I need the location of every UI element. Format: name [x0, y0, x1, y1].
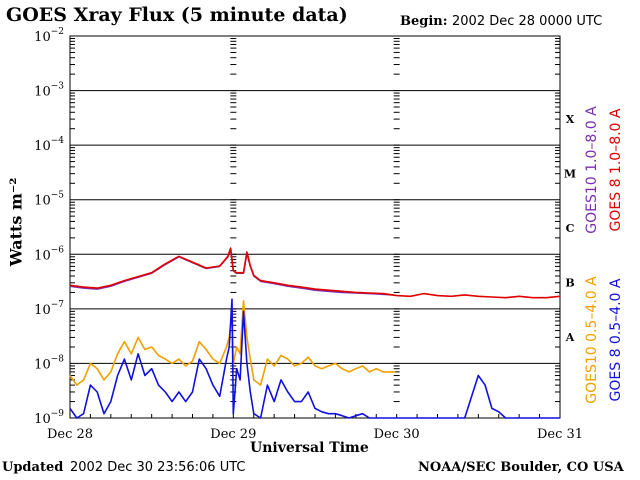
series-lines — [69, 247, 561, 419]
updated-label: Updated — [2, 460, 64, 475]
legend-entry: GOES 8 1.0–8.0 A — [608, 108, 624, 231]
credit-text: NOAA/SEC Boulder, CO USA — [418, 460, 624, 475]
series-line — [69, 298, 560, 419]
y-tick-label: 10−3 — [34, 82, 64, 100]
legend-entry: GOES10 1.0–8.0 A — [584, 106, 600, 234]
legend-entry: GOES 8 0.5–4.0 A — [608, 278, 624, 401]
y-tick-label: 10−6 — [34, 245, 64, 263]
y-tick-label: 10−9 — [34, 409, 64, 427]
series-line — [69, 247, 561, 299]
flare-class-label: X — [566, 113, 575, 126]
plot-area — [69, 35, 561, 419]
flare-class-label: M — [564, 167, 576, 180]
flare-class-label: B — [565, 277, 574, 290]
chart-title: GOES Xray Flux (5 minute data) — [6, 4, 348, 26]
x-tick-label: Dec 29 — [210, 427, 256, 442]
series-line — [69, 300, 396, 386]
flare-class-label: A — [565, 331, 575, 344]
y-tick-label: 10−5 — [34, 191, 64, 209]
y-tick-labels: 10−2 10−3 10−4 10−5 10−6 10−7 10−8 10−9 — [34, 27, 64, 427]
flare-class-labels: X M C B A — [564, 113, 576, 344]
x-tick-label: Dec 28 — [47, 427, 93, 442]
x-tick-label: Dec 30 — [374, 427, 420, 442]
y-tick-label: 10−2 — [34, 27, 64, 45]
grid-lines — [70, 90, 560, 364]
legend: GOES10 1.0–8.0 A GOES 8 1.0–8.0 A GOES10 0… — [584, 106, 624, 404]
y-tick-label: 10−7 — [34, 300, 64, 318]
begin-value: 2002 Dec 28 0000 UTC — [452, 14, 603, 29]
legend-entry: GOES10 0.5–4.0 A — [584, 276, 600, 404]
y-tick-label: 10−8 — [34, 354, 64, 372]
flare-class-label: C — [566, 222, 575, 235]
updated-value: 2002 Dec 30 23:56:06 UTC — [70, 460, 246, 475]
x-axis-label: Universal Time — [250, 440, 369, 456]
x-tick-label: Dec 31 — [537, 427, 583, 442]
y-tick-label: 10−4 — [34, 136, 64, 154]
begin-label: Begin: — [400, 14, 448, 29]
x-tick-labels: Dec 28 Dec 29 Dec 30 Dec 31 — [47, 427, 583, 442]
y-axis-label: Watts m⁻² — [6, 177, 26, 267]
